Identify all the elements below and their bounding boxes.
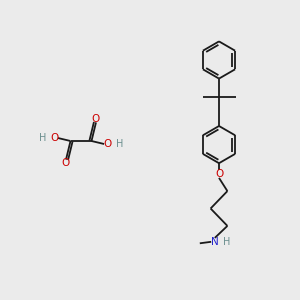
Text: N: N bbox=[211, 237, 219, 247]
Text: O: O bbox=[103, 139, 112, 149]
Text: O: O bbox=[50, 133, 58, 143]
Text: H: H bbox=[223, 237, 230, 247]
Text: O: O bbox=[215, 169, 223, 179]
Text: O: O bbox=[92, 113, 100, 124]
Text: O: O bbox=[62, 158, 70, 169]
Text: H: H bbox=[39, 133, 46, 143]
Text: H: H bbox=[116, 139, 123, 149]
